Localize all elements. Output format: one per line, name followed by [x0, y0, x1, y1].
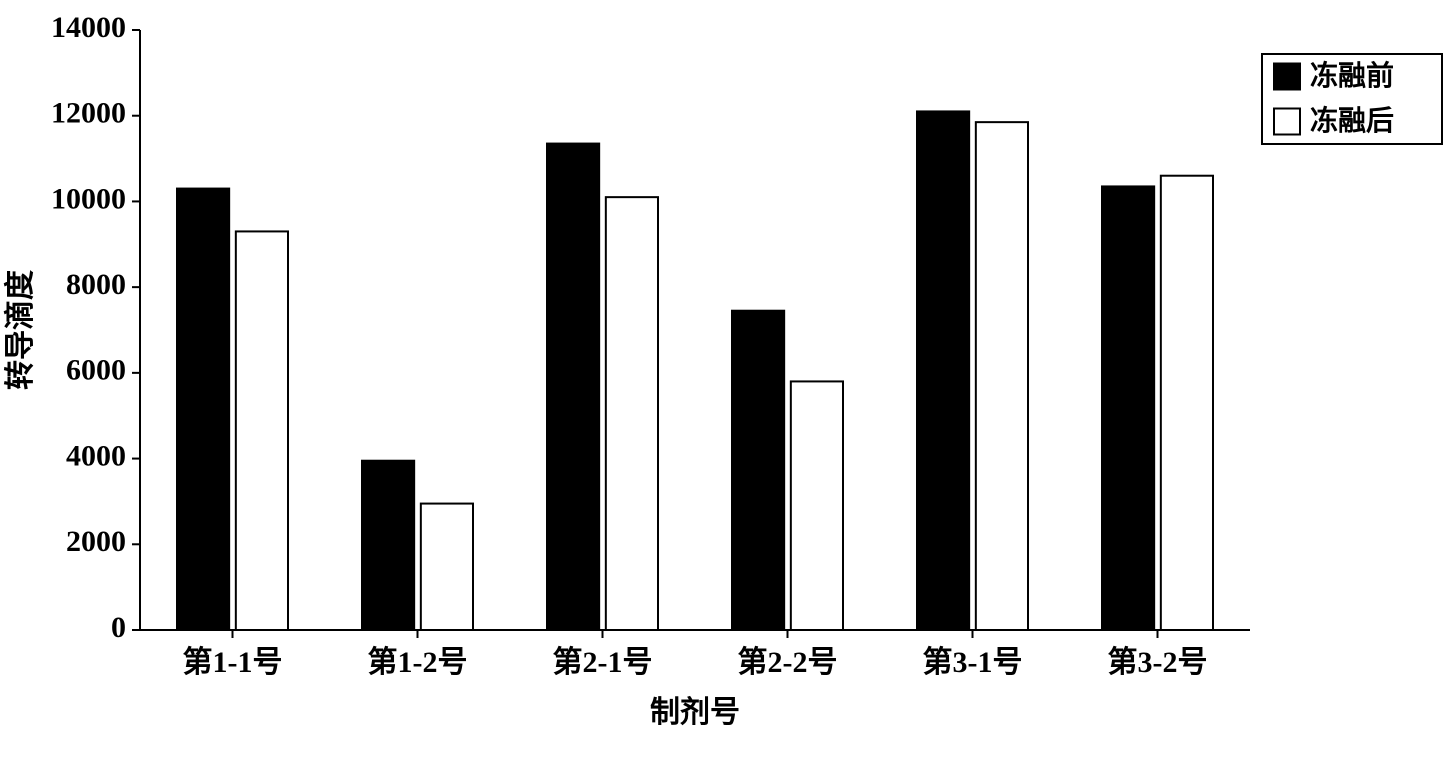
bar-before: [1102, 186, 1154, 630]
legend-label: 冻融前: [1310, 59, 1394, 92]
y-tick-label: 2000: [66, 525, 126, 558]
y-axis-label: 转导滴度: [3, 270, 37, 390]
bar-before: [917, 111, 969, 630]
y-tick-label: 10000: [51, 182, 126, 215]
y-tick-label: 8000: [66, 268, 126, 301]
bar-after: [421, 504, 473, 630]
y-tick-label: 4000: [66, 439, 126, 472]
x-tick-label: 第3-1号: [923, 645, 1023, 679]
x-axis-label: 制剂号: [650, 696, 740, 729]
legend-swatch: [1274, 109, 1300, 135]
bar-after: [606, 197, 658, 630]
x-tick-label: 第2-2号: [738, 645, 838, 679]
bar-chart: 0 2000 4000 6000 8000 10000 12000 14000 转导滴度第1-1…: [0, 0, 1456, 779]
y-tick-label: 6000: [66, 354, 126, 387]
legend-swatch: [1274, 64, 1300, 90]
bar-after: [976, 122, 1028, 630]
y-tick-label: 14000: [51, 11, 126, 44]
legend-label: 冻融后: [1310, 104, 1394, 137]
bar-before: [177, 189, 229, 630]
x-tick-label: 第1-1号: [183, 645, 283, 679]
x-tick-label: 第1-2号: [368, 645, 468, 679]
bar-after: [791, 381, 843, 630]
bar-before: [547, 144, 599, 630]
bar-after: [1161, 176, 1213, 630]
y-tick-label: 0: [111, 611, 126, 644]
x-tick-label: 第3-2号: [1108, 645, 1208, 679]
y-tick-label: 12000: [51, 97, 126, 130]
chart-container: 0 2000 4000 6000 8000 10000 12000 14000 转导滴度第1-1…: [0, 0, 1456, 779]
bar-after: [236, 231, 288, 630]
x-tick-label: 第2-1号: [553, 645, 653, 679]
bar-before: [732, 311, 784, 630]
bar-before: [362, 461, 414, 630]
